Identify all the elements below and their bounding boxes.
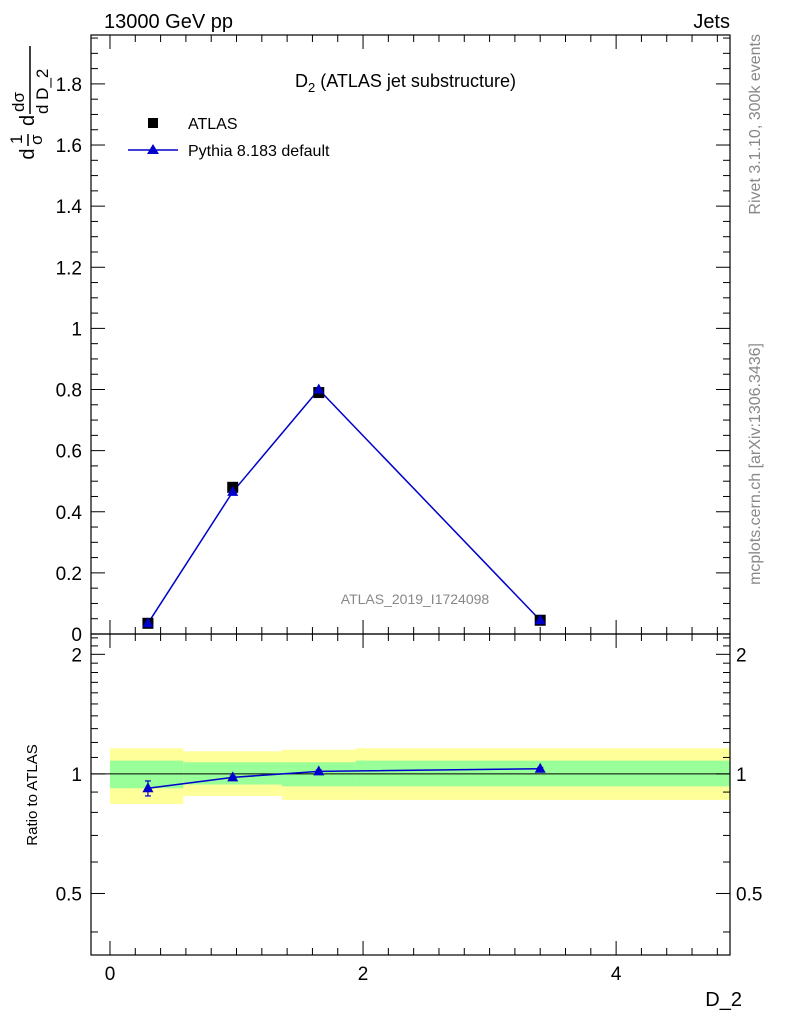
ratio-pythia-point — [534, 762, 546, 773]
ratio-y-ticks: 0.5 0.5 1 1 2 2 — [56, 637, 762, 933]
main-y-tick-label: 0.4 — [56, 503, 83, 524]
ratio-y-tick-label-right: 1 — [736, 765, 747, 786]
main-y-tick-label: 1 — [71, 319, 82, 340]
energy-label: 13000 GeV pp — [104, 11, 233, 33]
plot-title: D2 (ATLAS jet substructure) — [295, 71, 516, 95]
main-panel: D2 (ATLAS jet substructure) ATLAS_2019_I… — [7, 34, 731, 646]
main-y-tick-label: 1.2 — [56, 258, 82, 279]
green-band-0 — [109, 760, 184, 789]
x-tick-label: 0 — [105, 964, 116, 985]
main-y-tick-label: 0.8 — [56, 381, 82, 402]
rivet-label: Rivet 3.1.10, 300k events — [747, 34, 764, 215]
legend-atlas-marker — [148, 118, 158, 128]
legend-atlas-label: ATLAS — [188, 116, 238, 133]
pythia-point — [227, 485, 239, 496]
analysis-watermark: ATLAS_2019_I1724098 — [341, 591, 490, 607]
pythia-line — [147, 388, 541, 624]
ratio-plot-frame — [90, 633, 731, 956]
main-y-tick-label: 1.6 — [56, 136, 82, 157]
ratio-pythia-point — [142, 782, 154, 793]
x-tick-label: 4 — [611, 964, 622, 985]
main-x-ticks — [109, 35, 718, 634]
main-y-ticks: 0 0.2 0.4 0.6 0.8 1 1.2 1.4 1.6 1.8 — [56, 37, 730, 646]
ratio-panel: Ratio to ATLAS D_2 0.5 0.5 1 1 2 2 0 2 4 — [24, 633, 762, 1011]
x-axis-label: D_2 — [705, 989, 742, 1011]
svg-text:dσ: dσ — [9, 92, 28, 112]
ratio-y-axis-label: Ratio to ATLAS — [24, 744, 41, 845]
pythia-point — [534, 614, 546, 625]
process-label: Jets — [693, 11, 730, 33]
uncertainty-bands — [109, 748, 730, 804]
pythia-point — [142, 617, 154, 628]
main-y-tick-label: 1.4 — [56, 197, 83, 218]
ratio-y-tick-label: 1 — [71, 765, 82, 786]
svg-text:d D_2: d D_2 — [33, 69, 52, 114]
main-y-tick-label: 0.6 — [56, 442, 82, 463]
svg-text:d: d — [17, 115, 39, 126]
ratio-pythia-line — [147, 768, 541, 790]
legend-pythia-label: Pythia 8.183 default — [188, 143, 330, 160]
svg-text:1: 1 — [7, 135, 26, 144]
ratio-pythia-point — [313, 765, 325, 776]
x-tick-label: 2 — [358, 964, 369, 985]
legend-pythia-marker — [147, 144, 159, 154]
ratio-y-tick-label-right: 2 — [736, 645, 747, 666]
main-y-tick-label: 0.2 — [56, 564, 82, 585]
ratio-pythia-point — [227, 771, 239, 782]
pythia-point — [313, 383, 325, 394]
legend: ATLAS Pythia 8.183 default — [128, 116, 330, 160]
main-plot-frame — [90, 34, 731, 635]
ratio-y-tick-label-right: 0.5 — [736, 884, 762, 905]
ratio-y-tick-label: 0.5 — [56, 884, 82, 905]
ratio-y-tick-label: 2 — [71, 645, 82, 666]
mcplots-label: mcplots.cern.ch [arXiv:1306.3436] — [747, 343, 764, 585]
ratio-x-ticks: 0 2 4 — [105, 634, 718, 985]
main-y-tick-label: 1.8 — [56, 75, 82, 96]
main-y-tick-label: 0 — [71, 625, 82, 646]
svg-text:σ: σ — [27, 134, 46, 145]
main-y-axis-label: d 1 σ d dσ d D_2 — [7, 46, 52, 160]
svg-text:d: d — [17, 148, 39, 159]
